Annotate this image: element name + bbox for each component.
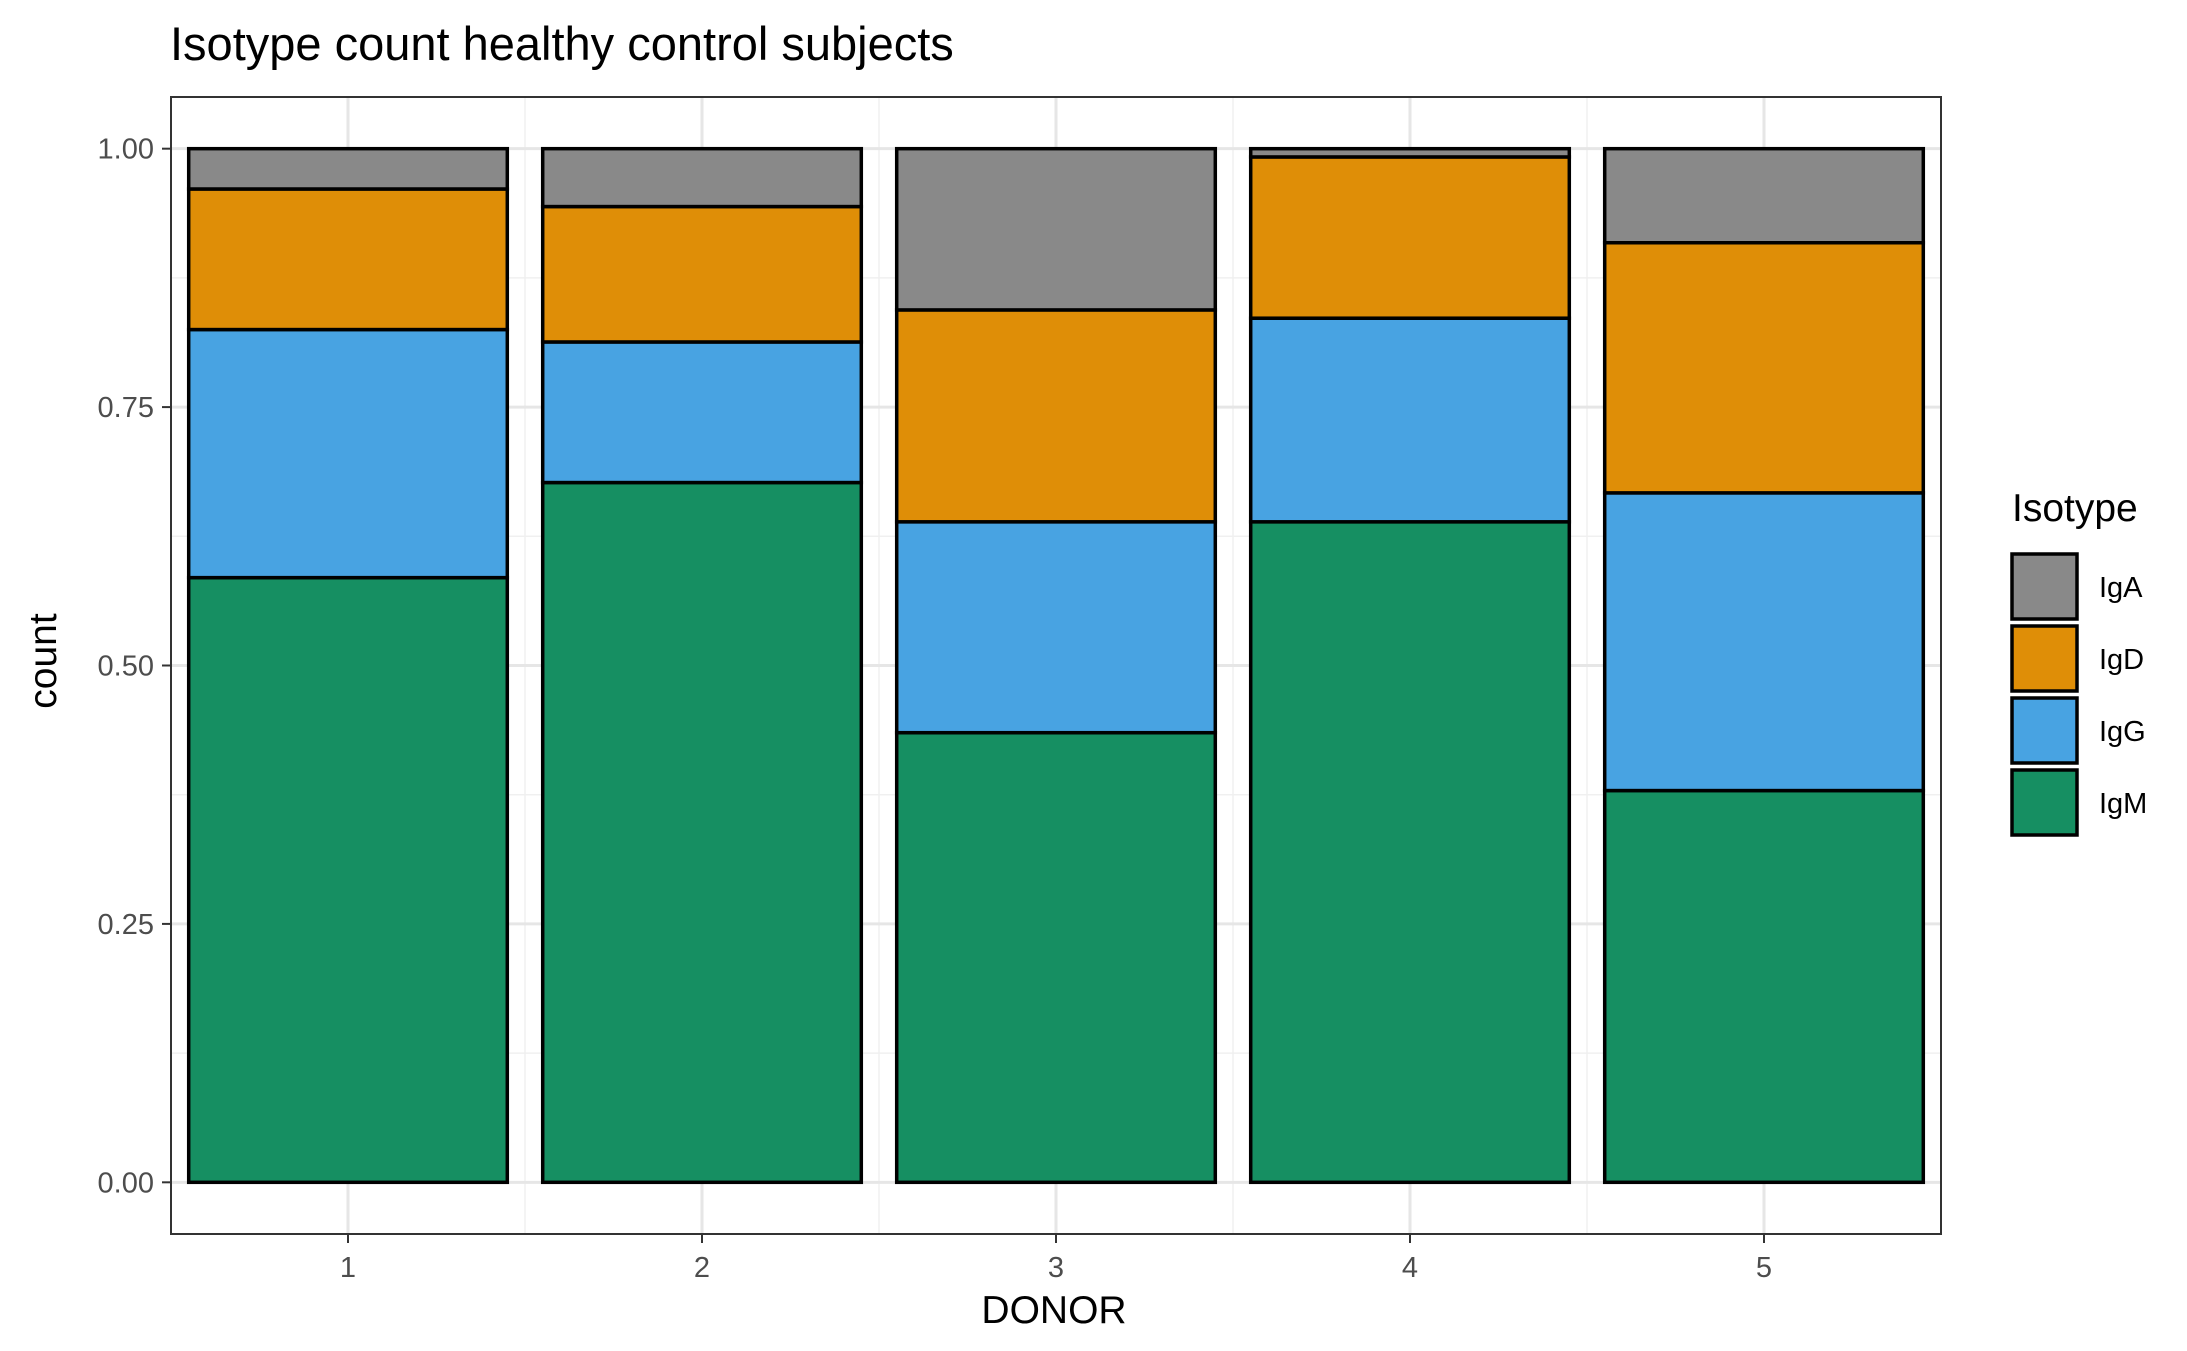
bar-segment-iga-donor-1 [186,146,510,191]
legend-label-igm: IgM [2099,788,2147,820]
bar-segment-igg-donor-2 [540,340,864,485]
y-tick-label: 0.50 [98,651,154,683]
bar-segment-iga-donor-4 [1248,146,1572,159]
bar-segment-igd-donor-2 [540,204,864,344]
legend-key-igd [2010,624,2079,693]
bar-segment-igg-donor-4 [1248,316,1572,524]
bar-segment-igd-donor-5 [1602,240,1926,495]
legend-key-iga [2010,552,2079,621]
x-tick-label: 5 [1756,1252,1772,1284]
legend-label-iga: IgA [2099,572,2143,604]
y-tick-label: 0.25 [98,909,154,941]
bar-segment-igd-donor-4 [1248,155,1572,320]
x-tick-label: 2 [694,1252,710,1284]
bar-segment-igd-donor-3 [894,308,1218,524]
y-tick-label: 0.00 [98,1167,154,1199]
bar-segment-igm-donor-2 [540,480,864,1185]
bar-segment-igm-donor-5 [1602,788,1926,1185]
y-tick-label: 1.00 [98,134,154,166]
bar-segment-igg-donor-1 [186,327,510,580]
bars [186,146,1926,1185]
bar-segment-igd-donor-1 [186,187,510,332]
chart-title: Isotype count healthy control subjects [170,17,954,70]
bar-segment-igg-donor-5 [1602,491,1926,793]
x-axis-title: DONOR [981,1289,1126,1332]
legend-key-igm [2010,768,2079,837]
panel-border [170,96,1942,1235]
legend-label-igg: IgG [2099,716,2146,748]
legend-key-igg [2010,696,2079,765]
x-axis: 1 2 3 4 5 [340,1234,1772,1284]
legend-title: Isotype [2012,487,2138,530]
y-axis: 0.00 0.25 0.50 0.75 1.00 [98,134,171,1199]
x-tick-label: 3 [1048,1252,1064,1284]
bar-segment-igm-donor-3 [894,730,1218,1185]
bar-segment-igg-donor-3 [894,520,1218,735]
legend-items: IgA IgD IgG IgM [2010,552,2147,837]
legend-label-igd: IgD [2099,644,2144,676]
x-tick-label: 1 [340,1252,356,1284]
bar-segment-iga-donor-5 [1602,146,1926,245]
x-tick-label: 4 [1402,1252,1418,1284]
bar-segment-igm-donor-4 [1248,520,1572,1185]
bar-segment-igm-donor-1 [186,575,510,1185]
bar-segment-iga-donor-2 [540,146,864,209]
legend: Isotype IgA IgD IgG IgM [2010,487,2147,837]
y-axis-title: count [22,613,65,709]
y-tick-label: 0.75 [98,392,154,424]
bar-segment-iga-donor-3 [894,146,1218,312]
